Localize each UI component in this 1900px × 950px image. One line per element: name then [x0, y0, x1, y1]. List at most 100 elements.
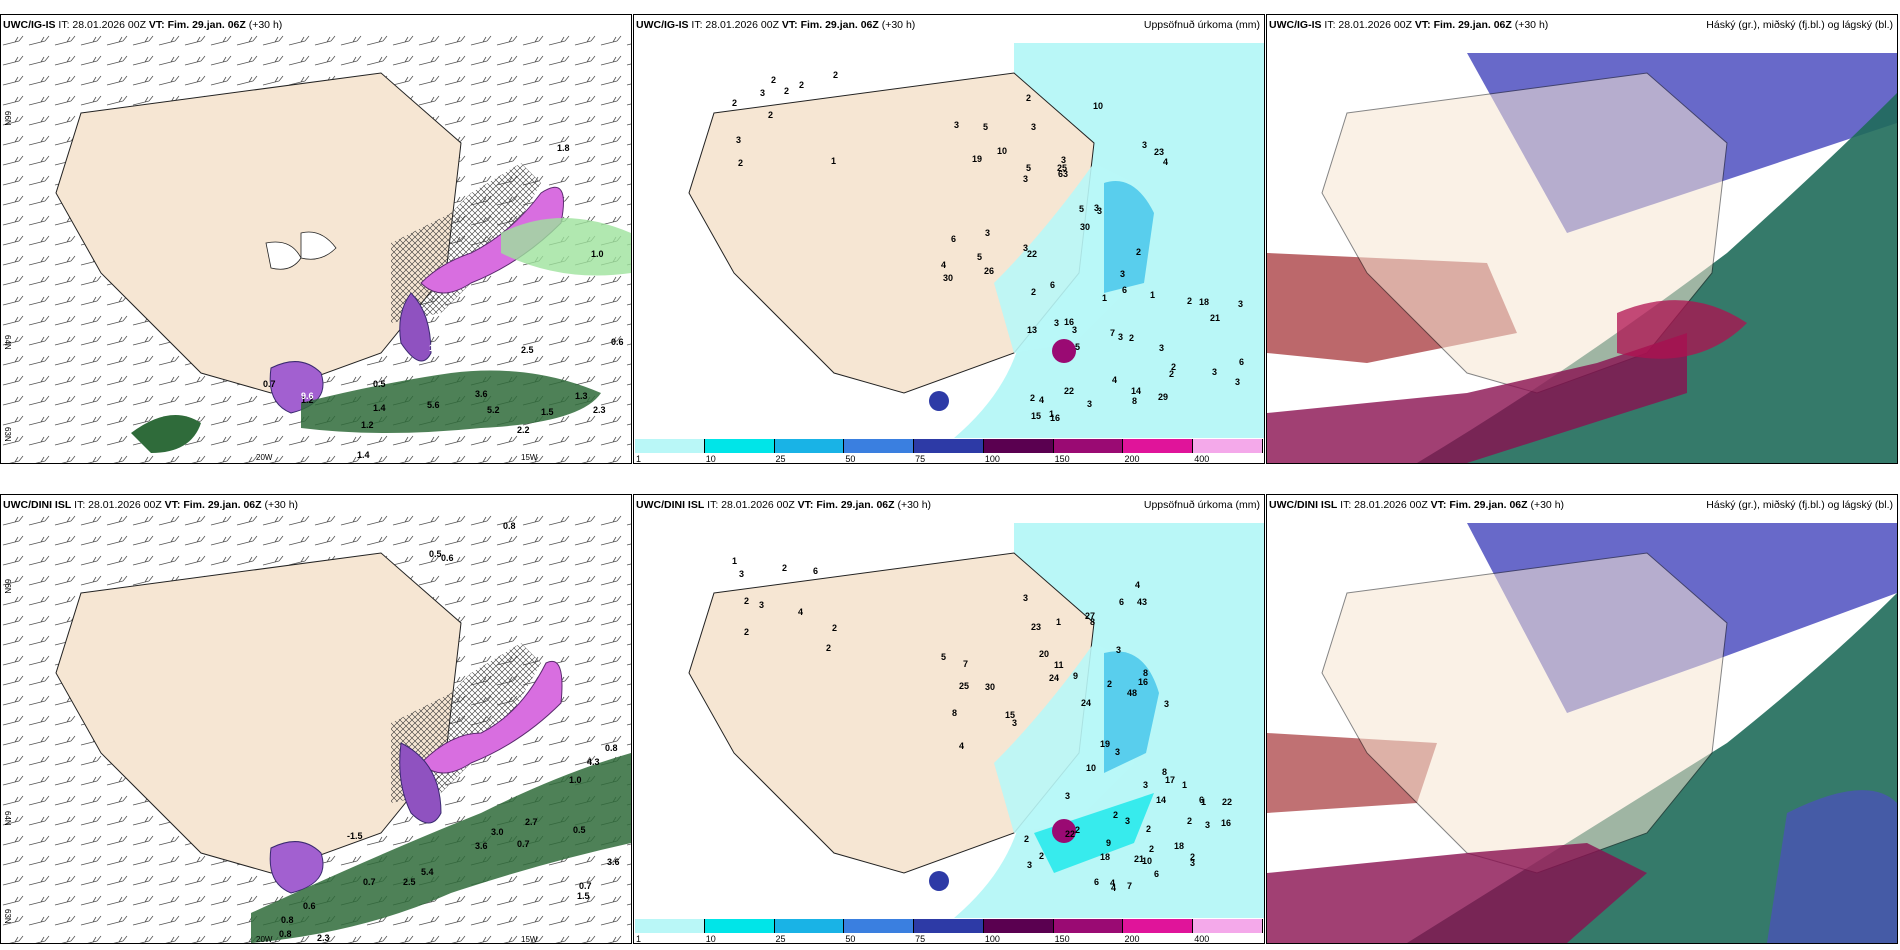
panel-header: UWC/DINI ISL IT: 28.01.2026 00Z VT: Fim.… — [636, 499, 932, 511]
value-label: 9.6 — [301, 391, 314, 401]
colorbar-label: 100 — [984, 934, 1000, 944]
panel-bottom-middle-precipitation: UWC/DINI ISL IT: 28.01.2026 00Z VT: Fim.… — [633, 494, 1265, 944]
precip-value: 5 — [977, 252, 982, 262]
precip-value: 3 — [1116, 645, 1121, 655]
precip-value: 3 — [1143, 780, 1148, 790]
precip-value: 8 — [1143, 668, 1148, 678]
precip-purple-core — [399, 292, 432, 362]
precip-value: 1 — [1102, 293, 1107, 303]
precip-value: 4 — [1111, 883, 1116, 893]
precip-value: 2 — [771, 75, 776, 85]
precip-value: 4 — [1039, 395, 1044, 405]
precip-value: 7 — [963, 659, 968, 669]
precip-value: 23 — [1031, 622, 1041, 632]
precip-value: 16 — [1064, 317, 1074, 327]
value-label: 3.6 — [475, 841, 488, 851]
precip-value: 24 — [1049, 673, 1059, 683]
lat-label: 63N — [3, 909, 12, 924]
precip-value: 15 — [1031, 411, 1041, 421]
colorbar-label: 75 — [915, 934, 926, 944]
precip-value: 27 — [1085, 611, 1095, 621]
precip-value: 2 — [1107, 679, 1112, 689]
panel-top-right-clouds: UWC/IG-IS IT: 28.01.2026 00Z VT: Fim. 29… — [1266, 14, 1898, 464]
panel-bottom-left-temperature-wind: UWC/DINI ISL IT: 28.01.2026 00Z VT: Fim.… — [0, 494, 632, 944]
precip-value: 5 — [1026, 163, 1031, 173]
colorbar-label: 75 — [915, 454, 926, 464]
precip-value: 1 — [1049, 409, 1054, 419]
precip-value: 18 — [1100, 852, 1110, 862]
precip-purple-core — [269, 361, 324, 414]
precip-value: 3 — [760, 88, 765, 98]
colorbar-swatch — [914, 439, 984, 453]
precip-value: 6 — [1154, 869, 1159, 879]
precip-purple — [420, 186, 564, 294]
precip-values-bottom: 2241232362833398211544133873024204324251… — [732, 556, 1232, 893]
precip-value: 4 — [1135, 580, 1140, 590]
precip-value: 2 — [1136, 247, 1141, 257]
precip-value: 2 — [1129, 333, 1134, 343]
precip-value: 17 — [1165, 775, 1175, 785]
precip-value: 23 — [1154, 147, 1164, 157]
precip-green — [131, 415, 201, 453]
precip-value: 14 — [1156, 795, 1166, 805]
precip-value: 2 — [744, 596, 749, 606]
lon-label: 15W — [521, 453, 538, 462]
value-label: 2.7 — [525, 817, 538, 827]
colorbar-swatch — [1193, 439, 1263, 453]
precip-value: 2 — [1149, 844, 1154, 854]
precip-value: 22 — [1027, 249, 1037, 259]
precip-purple-core — [269, 841, 324, 894]
precip-area — [1104, 181, 1154, 293]
colorbar-label: 200 — [1124, 454, 1140, 464]
precip-value: 21 — [1210, 313, 1220, 323]
precip-value: 3 — [1120, 269, 1125, 279]
cloud-low — [1407, 593, 1897, 943]
panel-header: UWC/IG-IS IT: 28.01.2026 00Z VT: Fim. 29… — [1269, 19, 1549, 31]
value-label: 1.4 — [373, 403, 386, 413]
precip-green — [501, 218, 631, 276]
value-label: 5.2 — [487, 405, 500, 415]
cloud-low — [1417, 93, 1897, 463]
precip-value: 3 — [1023, 174, 1028, 184]
precip-value: 18 — [1199, 297, 1209, 307]
precip-value: 2 — [1026, 93, 1031, 103]
precip-max — [929, 871, 949, 891]
precip-value: 3 — [736, 135, 741, 145]
panel-top-middle-precipitation: UWC/IG-IS IT: 28.01.2026 00Z VT: Fim. 29… — [633, 14, 1265, 464]
precip-value: 18 — [1174, 841, 1184, 851]
panel-header: UWC/IG-IS IT: 28.01.2026 00Z VT: Fim. 29… — [3, 19, 283, 31]
value-label: 0.8 — [279, 929, 292, 939]
colorbar-swatch — [774, 919, 845, 933]
value-label: 1.4 — [357, 450, 370, 460]
panel-top-left-temperature-wind: UWC/IG-IS IT: 28.01.2026 00Z VT: Fim. 29… — [0, 14, 632, 464]
map-clouds-top — [1267, 33, 1897, 463]
colorbar-swatch — [1193, 919, 1263, 933]
colorbar-label: 100 — [984, 454, 1000, 464]
precip-value: 3 — [1065, 791, 1070, 801]
precip-value: 25 — [959, 681, 969, 691]
colorbar-swatch — [1123, 919, 1194, 933]
colorbar-label: 50 — [845, 934, 856, 944]
colorbar-swatch — [635, 439, 705, 453]
iceland-landmass — [688, 72, 1095, 394]
precip-value: 63 — [1058, 169, 1068, 179]
precip-value: 6 — [1094, 877, 1099, 887]
precip-value: 8 — [1162, 767, 1167, 777]
precip-value: 43 — [1137, 597, 1147, 607]
precip-value: 2 — [1146, 824, 1151, 834]
value-label: 5.4 — [421, 867, 434, 877]
cloud-high — [1267, 843, 1647, 943]
precip-value: 2 — [826, 643, 831, 653]
lat-label: 66N — [3, 111, 12, 126]
colorbar-label: 1 — [636, 934, 642, 944]
cloud-high — [1267, 333, 1687, 463]
precip-value: 5 — [983, 122, 988, 132]
colorbar: 1 10 25 50 75 100 150 200 400 — [634, 917, 1264, 943]
lon-label: 20W — [256, 935, 273, 944]
precip-value: 3 — [1235, 377, 1240, 387]
precip-value: 1 — [1150, 290, 1155, 300]
precip-value: 22 — [1222, 797, 1232, 807]
precip-value: 3 — [1023, 593, 1028, 603]
precip-value: 2 — [744, 627, 749, 637]
colorbar-swatch — [1053, 919, 1124, 933]
